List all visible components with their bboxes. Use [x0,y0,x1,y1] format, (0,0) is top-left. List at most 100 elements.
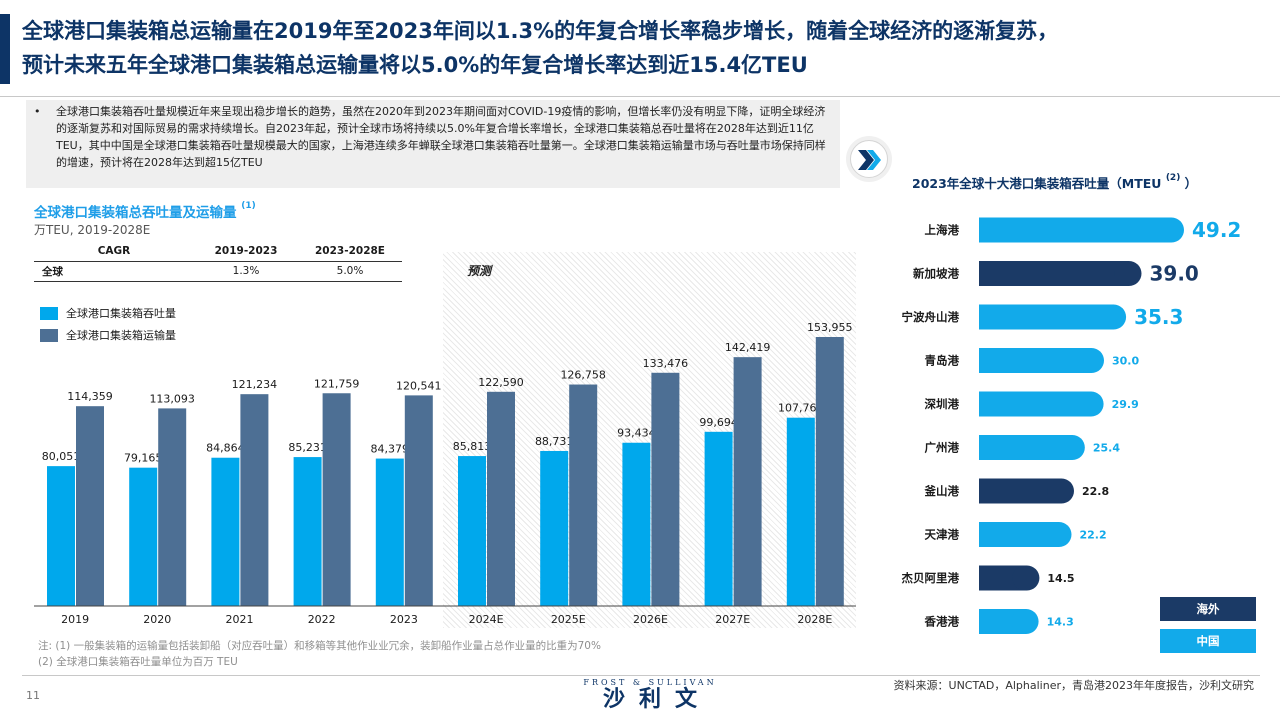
x-tick-label: 2027E [715,613,750,626]
bar-transport [322,393,351,606]
legend-label: 全球港口集装箱运输量 [66,329,176,342]
bar-transport [815,337,844,606]
bar-transport [76,406,104,606]
port-bar-end [1076,391,1104,417]
right-chart-title-end: ） [1184,176,1198,191]
cagr-cell: 全球 [34,261,194,282]
cagr-header-cell: 2019-2023 [194,242,298,262]
bar-value-label: 79,165 [124,452,163,465]
cagr-header-cell: 2023-2028E [298,242,402,262]
port-value-label: 14.5 [1047,572,1074,585]
footnotes: 注: (1) 一般集装箱的运输量包括装卸船（对应吞吐量）和移箱等其他作业业冗余，… [38,638,601,670]
port-name-label: 广州港 [925,441,960,455]
summary-box: • 全球港口集装箱吞吐量规模近年来呈现出稳步增长的趋势，虽然在2020年到202… [26,100,840,188]
legend-item-transport: 全球港口集装箱运输量 [40,324,176,346]
bar-throughput [704,431,733,606]
x-tick-label: 2028E [797,613,832,626]
x-tick-label: 2025E [551,613,586,626]
x-tick-label: 2023 [390,613,418,626]
bar-value-label: 114,359 [67,390,113,403]
footnote-1: 注: (1) 一般集装箱的运输量包括装卸船（对应吞吐量）和移箱等其他作业业冗余，… [38,640,601,652]
bar-value-label: 113,093 [149,392,195,405]
port-name-label: 上海港 [925,223,960,237]
port-bar-end [1011,609,1039,634]
summary-text: 全球港口集装箱吞吐量规模近年来呈现出稳步增长的趋势，虽然在2020年到2023年… [56,105,826,169]
right-chart-title-note: (2) [1165,173,1181,183]
port-bar-end [1057,435,1085,460]
port-bar-end [1114,261,1142,286]
bar-value-label: 120,541 [396,379,442,392]
port-name-label: 青岛港 [925,354,960,368]
right-chart-title-text: 2023年全球十大港口集装箱吞吐量（MTEU [912,176,1162,191]
bar-throughput [47,466,75,606]
port-name-label: 香港港 [924,615,960,629]
bar-transport [240,394,269,606]
cagr-cell: 1.3% [194,261,298,282]
port-bar-end [1077,348,1104,373]
port-value-label: 30.0 [1112,354,1139,367]
cagr-row: 全球 1.3% 5.0% [34,261,402,282]
port-name-label: 天津港 [925,528,960,542]
port-bar-end [1099,304,1127,330]
brand-logo-en: FROST & SULLIVAN [583,678,717,687]
x-tick-label: 2021 [226,613,254,626]
left-chart-legend: 全球港口集装箱吞吐量 全球港口集装箱运输量 [40,302,176,346]
cagr-header-row: CAGR 2019-2023 2023-2028E [34,242,402,262]
port-bar-end [1047,478,1074,504]
port-bar-end [1044,522,1072,547]
legend-label: 全球港口集装箱吞吐量 [66,307,176,320]
port-value-label: 22.2 [1080,528,1107,541]
port-value-label: 22.8 [1082,485,1109,498]
bar-transport [569,384,598,606]
bar-transport [158,408,187,606]
port-name-label: 杰贝阿里港 [902,571,960,585]
bar-value-label: 126,758 [560,369,606,382]
port-value-label: 29.9 [1112,398,1139,411]
bar-value-label: 107,769 [778,402,824,415]
bar-value-label: 133,476 [643,357,689,370]
title-divider [0,96,1280,97]
footnote-2: (2) 全球港口集装箱吞吐量单位为百万 TEU [38,656,238,668]
port-bar [979,261,1129,286]
port-value-label: 49.2 [1192,218,1241,242]
cagr-header-cell: CAGR [34,242,194,262]
port-name-label: 新加坡港 [913,267,959,281]
bar-throughput [293,457,322,606]
brand-logo-cn: 沙利文 [602,687,711,712]
chevron-right-icon [850,140,888,178]
port-bar [979,391,1092,417]
footer-divider [22,675,1260,676]
bar-throughput [129,467,158,606]
bar-throughput [211,457,240,606]
x-tick-label: 2019 [61,613,89,626]
port-value-label: 14.3 [1047,615,1074,628]
port-value-label: 25.4 [1093,441,1120,454]
bar-value-label: 85,231 [288,441,327,454]
x-tick-label: 2024E [469,613,504,626]
legend-china-label: 中国 [1196,634,1220,648]
legend-swatch [40,306,58,320]
port-bar [979,435,1073,460]
source-note: 资料来源：UNCTAD，Alphaliner，青岛港2023年年度报告，沙利文研… [893,679,1254,692]
port-bar [979,217,1172,243]
page-title-line-1: 全球港口集装箱总运输量在2019年至2023年间以1.3%的年复合增长率稳步增长… [22,19,1059,43]
legend-overseas-label: 海外 [1196,602,1220,616]
legend-china: 中国 [1160,629,1256,653]
bar-transport [651,372,680,606]
page-title: 全球港口集装箱总运输量在2019年至2023年间以1.3%的年复合增长率稳步增长… [22,14,1272,82]
x-tick-label: 2026E [633,613,668,626]
bar-throughput [540,450,569,606]
bar-throughput [458,456,486,606]
bar-transport [733,357,762,606]
port-bar [979,304,1114,330]
bar-value-label: 121,759 [314,377,360,390]
legend-overseas: 海外 [1160,597,1256,621]
bar-value-label: 122,590 [478,376,524,389]
cagr-cell: 5.0% [298,261,402,282]
bar-value-label: 88,731 [535,435,574,448]
left-chart-title: 全球港口集装箱总吞吐量及运输量 (1) [34,201,256,221]
bar-transport [404,395,433,606]
left-chart-title-text: 全球港口集装箱总吞吐量及运输量 [34,205,237,221]
bar-value-label: 80,051 [42,450,81,463]
bar-value-label: 84,864 [206,442,245,455]
